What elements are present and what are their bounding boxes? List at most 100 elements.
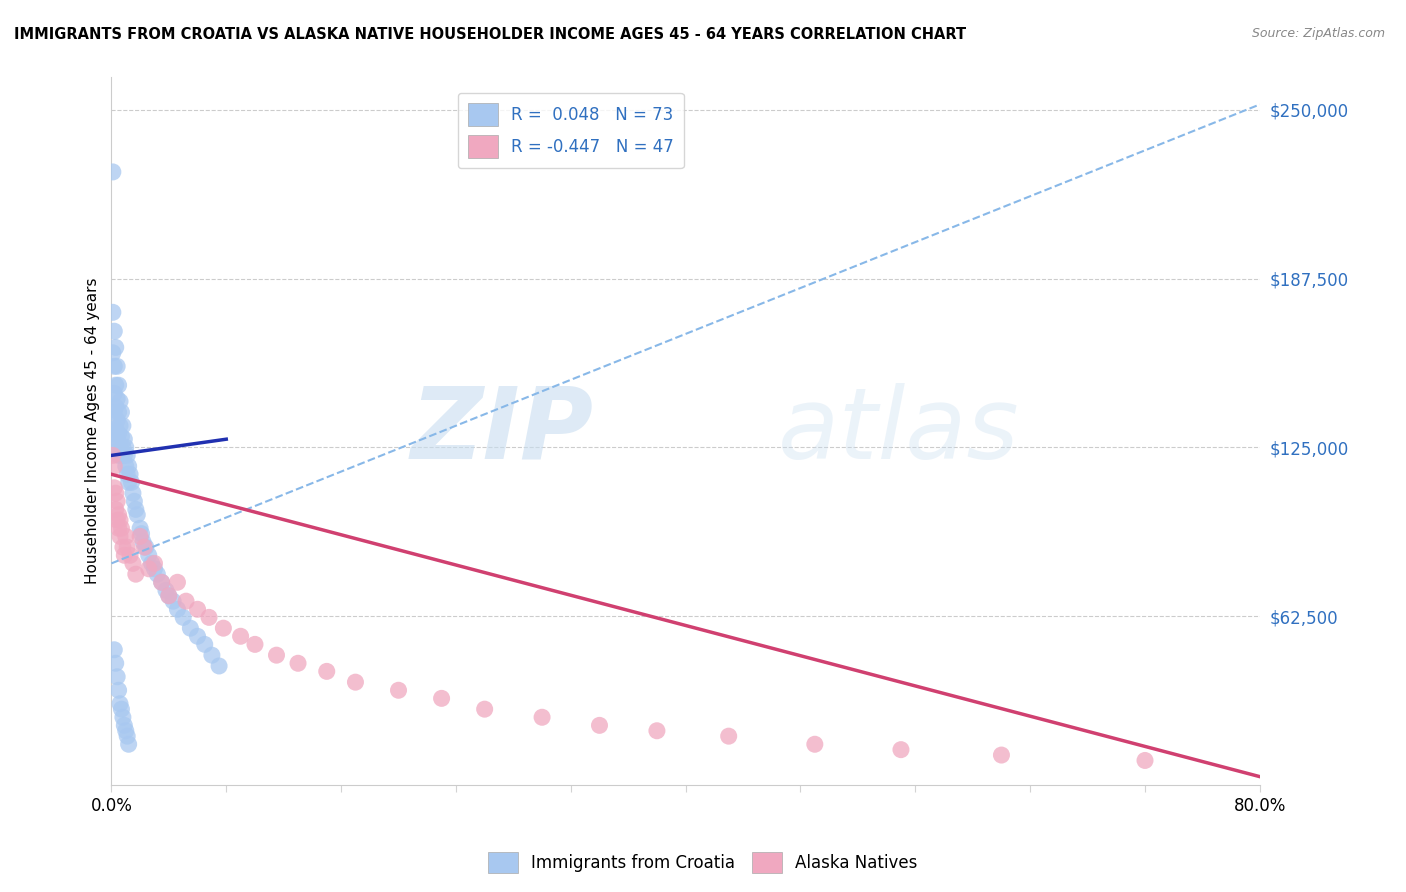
Point [111,418,134,433]
Point [125,502,148,516]
Legend: R =  0.048   N = 73, R = -0.447   N = 47: R = 0.048 N = 73, R = -0.447 N = 47 [458,93,683,169]
Point [101,305,124,319]
Point [104,378,127,392]
Point [187,602,209,616]
Point [115,729,138,743]
Point [198,610,221,624]
Point [150,575,173,590]
Point [474,702,496,716]
Point [115,449,138,463]
Point [108,418,131,433]
Point [114,459,136,474]
Point [107,426,129,441]
Point [143,562,166,576]
Point [141,557,163,571]
Point [166,575,188,590]
Text: Source: ZipAtlas.com: Source: ZipAtlas.com [1251,27,1385,40]
Point [110,702,132,716]
Point [208,659,231,673]
Point [111,440,134,454]
Point [122,557,145,571]
Point [110,429,132,443]
Point [135,540,157,554]
Point [107,521,129,535]
Point [531,710,554,724]
Point [107,508,129,522]
Point [108,440,131,454]
Point [103,642,125,657]
Point [117,475,139,490]
Point [110,449,132,463]
Point [104,421,127,435]
Point [105,432,128,446]
Point [111,540,134,554]
Point [344,675,367,690]
Point [120,549,142,563]
Point [588,718,610,732]
Point [105,413,128,427]
Point [103,386,125,401]
Text: ZIP: ZIP [411,383,593,480]
Point [108,394,131,409]
Point [315,665,337,679]
Point [107,683,129,698]
Point [162,594,184,608]
Point [112,449,135,463]
Point [212,621,235,635]
Point [101,346,124,360]
Point [103,426,125,441]
Point [115,467,138,482]
Point [111,710,134,724]
Point [114,529,136,543]
Point [717,729,740,743]
Point [107,449,129,463]
Point [107,405,129,419]
Point [110,521,132,535]
Point [146,567,169,582]
Point [125,567,148,582]
Point [129,529,152,543]
Point [1133,754,1156,768]
Point [104,400,127,414]
Point [143,557,166,571]
Point [117,459,139,474]
Point [105,359,128,374]
Point [229,629,252,643]
Point [117,737,139,751]
Point [108,697,131,711]
Point [179,621,201,635]
Legend: Immigrants from Croatia, Alaska Natives: Immigrants from Croatia, Alaska Natives [481,846,925,880]
Point [138,562,160,576]
Point [104,486,127,500]
Point [108,529,131,543]
Point [127,508,149,522]
Point [110,405,132,419]
Text: IMMIGRANTS FROM CROATIA VS ALASKA NATIVE HOUSEHOLDER INCOME AGES 45 - 64 YEARS C: IMMIGRANTS FROM CROATIA VS ALASKA NATIVE… [14,27,966,42]
Point [138,549,160,563]
Point [103,324,125,338]
Point [104,340,127,354]
Point [112,718,135,732]
Point [115,540,138,554]
Point [287,657,309,671]
Point [890,742,912,756]
Point [266,648,288,662]
Point [105,494,128,508]
Point [131,526,153,541]
Point [105,513,128,527]
Point [122,486,145,500]
Point [112,432,135,446]
Point [107,378,129,392]
Point [103,481,125,495]
Point [103,359,125,374]
Point [105,392,128,406]
Point [104,502,127,516]
Y-axis label: Householder Income Ages 45 - 64 years: Householder Income Ages 45 - 64 years [86,277,100,584]
Point [124,494,146,508]
Point [804,737,827,751]
Point [430,691,453,706]
Point [990,747,1012,762]
Point [104,657,127,671]
Point [112,549,135,563]
Point [174,594,197,608]
